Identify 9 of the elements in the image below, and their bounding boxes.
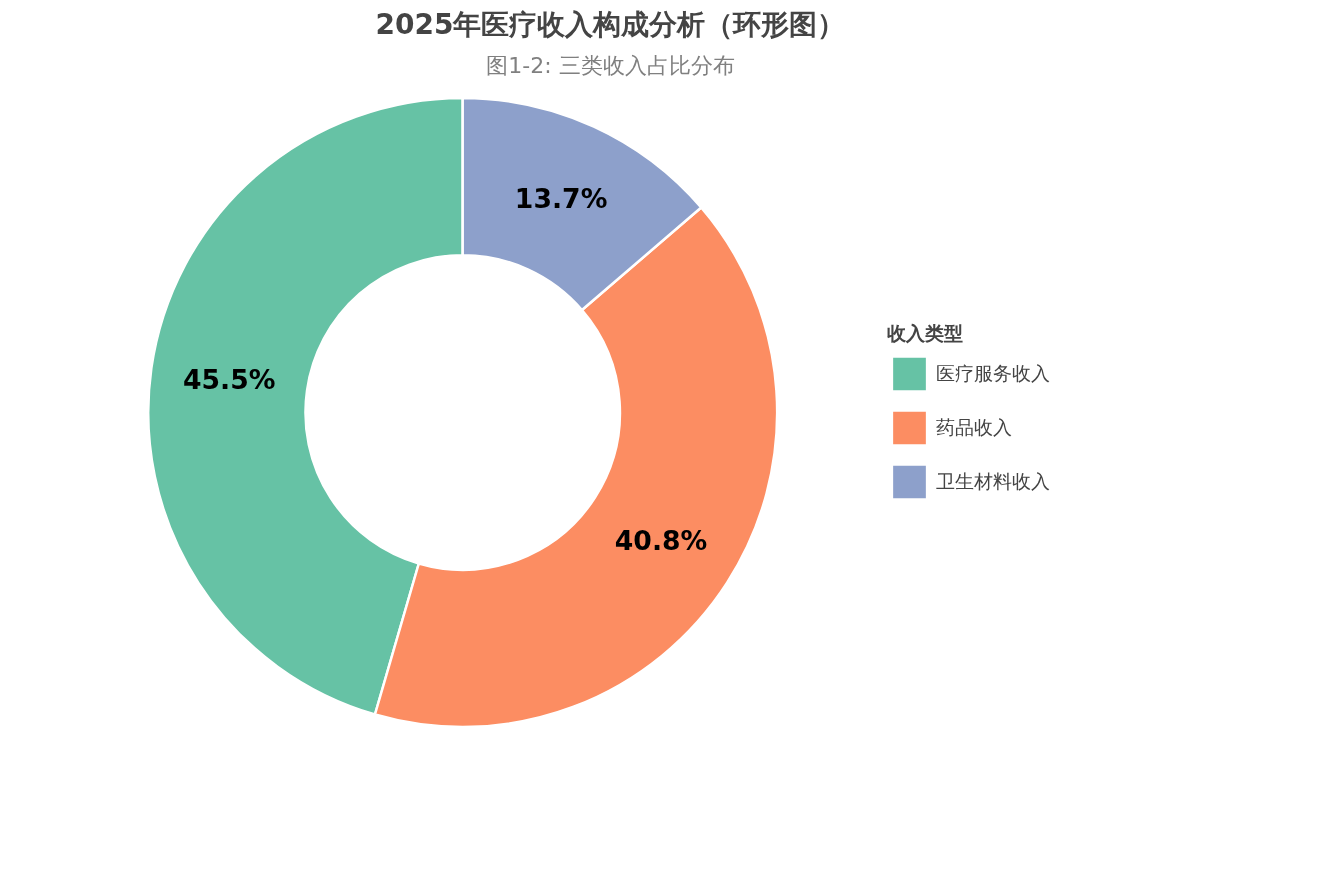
chart-title: 2025年医疗收入构成分析（环形图） bbox=[375, 7, 846, 41]
data-label: 45.5% bbox=[182, 363, 276, 395]
legend-label: 药品收入 bbox=[936, 414, 1012, 440]
legend-label: 卫生材料收入 bbox=[936, 468, 1050, 494]
legend-title: 收入类型 bbox=[887, 320, 964, 346]
data-label: 40.8% bbox=[614, 524, 708, 556]
chart-subtitle: 图1-2: 三类收入占比分布 bbox=[486, 52, 735, 78]
data-label: 13.7% bbox=[514, 182, 608, 214]
legend-label: 医疗服务收入 bbox=[936, 360, 1050, 386]
